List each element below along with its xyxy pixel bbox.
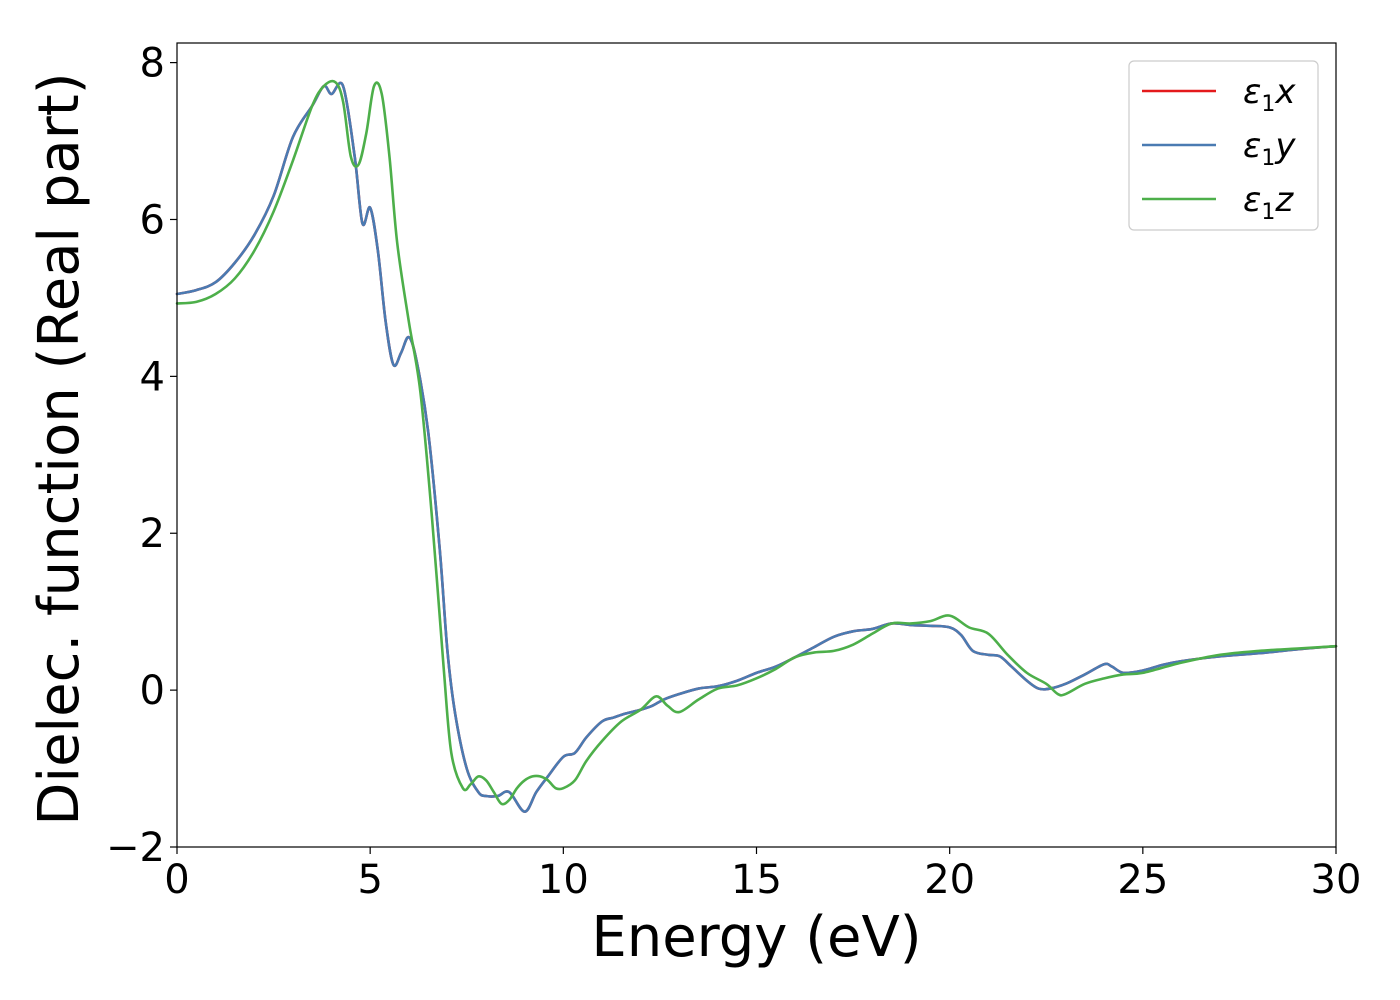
x-tick-label: 5 [357,857,382,903]
y-tick-label: 8 [140,41,165,87]
legend-label-z: ε1z [1243,180,1294,225]
x-tick-label: 15 [731,857,782,903]
x-tick-label: 10 [538,857,589,903]
x-tick-label: 0 [164,857,189,903]
plot-lines [175,79,1338,813]
legend-box [1128,60,1319,231]
x-axis-label: Energy (eV) [591,905,921,970]
y-tick-label: 2 [140,511,165,557]
y-tick-label: −2 [106,825,165,871]
y-tick-label: 6 [140,197,165,243]
y-tick-label: 4 [140,354,165,400]
series-line-z [175,79,1338,806]
y-axis-ticks: −2 0 2 4 6 8 [106,41,177,871]
y-tick-label: 0 [140,668,165,714]
x-axis-ticks: 0 5 10 15 20 25 30 [164,847,1361,903]
legend-label-x: ε1x [1243,72,1296,117]
series-line-y [175,81,1338,813]
legend: ε1x ε1y ε1z [1128,60,1319,231]
legend-label-y: ε1y [1243,126,1296,171]
x-tick-label: 25 [1117,857,1168,903]
x-tick-label: 30 [1311,857,1362,903]
x-tick-label: 20 [924,857,975,903]
y-axis-label: Dielec. function (Real part) [27,72,92,825]
